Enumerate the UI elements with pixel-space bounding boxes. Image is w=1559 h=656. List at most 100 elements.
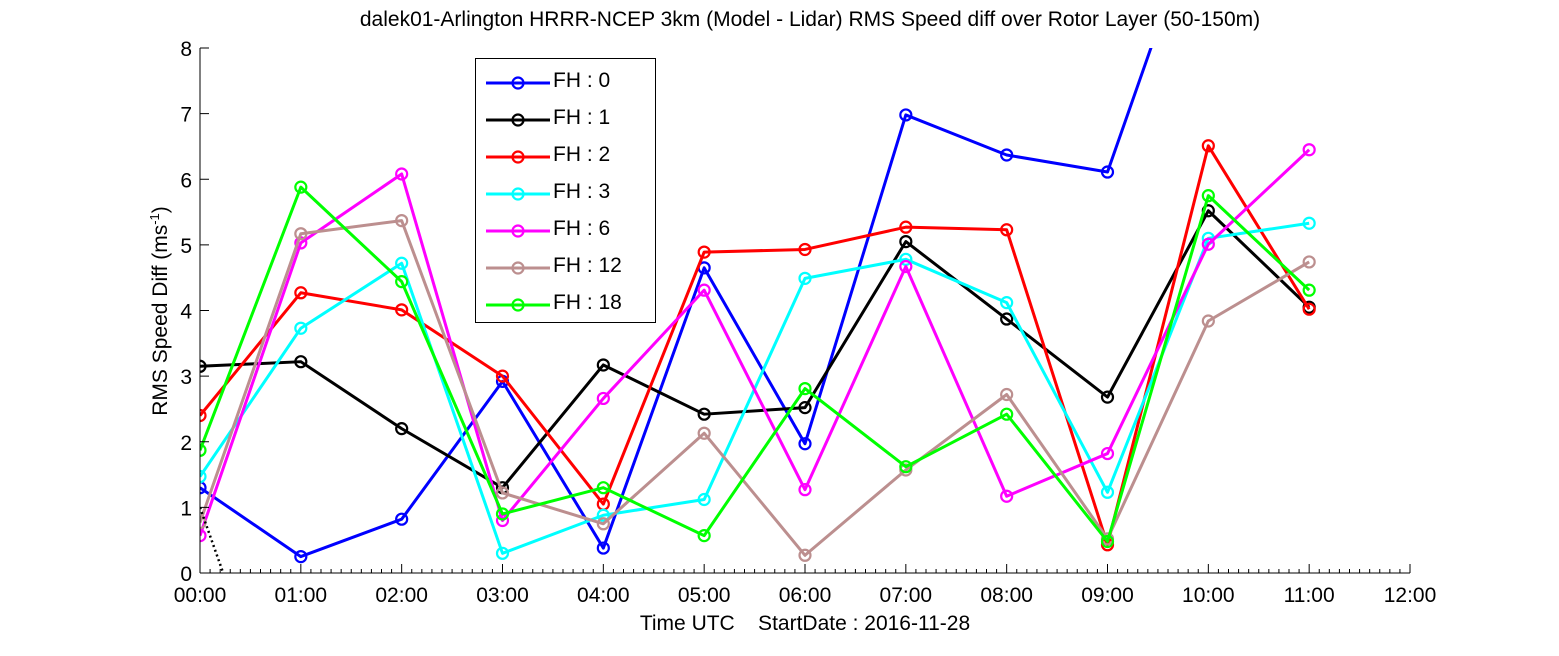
data-point bbox=[294, 227, 308, 241]
y-axis-label-superscript: -1 bbox=[147, 213, 162, 225]
y-tick-label: 2 bbox=[180, 432, 192, 455]
data-point bbox=[596, 517, 610, 531]
series-fh-2 bbox=[200, 139, 1316, 552]
data-point bbox=[596, 391, 610, 406]
series-layer bbox=[200, 48, 1316, 573]
data-point bbox=[1100, 485, 1115, 499]
x-tick-label: 06:00 bbox=[779, 584, 832, 607]
x-tick-label: 11:00 bbox=[1284, 584, 1335, 607]
data-point bbox=[200, 359, 207, 373]
y-tick-label: 0 bbox=[180, 563, 192, 586]
data-point bbox=[200, 408, 207, 423]
data-point bbox=[495, 507, 510, 521]
data-point bbox=[1100, 534, 1115, 549]
data-point bbox=[1000, 296, 1014, 310]
data-point bbox=[294, 549, 308, 564]
axes-layer: 00:00 01:00 02:00 03:00 04:00 05:00 06:00 07:00… bbox=[174, 38, 1437, 607]
x-tick-label: 03:00 bbox=[476, 584, 529, 607]
data-point bbox=[395, 422, 409, 436]
series-line bbox=[200, 185, 1311, 543]
x-tick-label: 09:00 bbox=[1081, 584, 1134, 607]
legend-label: FH : 2 bbox=[553, 143, 611, 166]
legend: FH : 0 FH : 1 FH : 2 FH : 3 FH : 6 FH : 12 FH … bbox=[475, 58, 656, 323]
legend-item: FH : 12 bbox=[476, 252, 655, 282]
legend-item: FH : 6 bbox=[476, 215, 655, 245]
legend-swatch bbox=[486, 76, 550, 90]
data-point bbox=[1000, 387, 1014, 402]
legend-label: FH : 3 bbox=[553, 180, 611, 203]
x-tick-label: 08:00 bbox=[980, 584, 1033, 607]
x-axis-label: Time UTC StartDate : 2016-11-28 bbox=[639, 612, 971, 635]
series-line bbox=[200, 48, 1153, 559]
x-tick-label: 04:00 bbox=[577, 584, 630, 607]
x-tick-label: 07:00 bbox=[880, 584, 933, 607]
data-point bbox=[1302, 216, 1316, 230]
data-point bbox=[697, 245, 711, 259]
data-point bbox=[899, 259, 913, 274]
data-point bbox=[1302, 283, 1316, 297]
data-point bbox=[596, 541, 610, 555]
x-tick-label: 05:00 bbox=[678, 584, 731, 607]
data-point bbox=[1302, 255, 1316, 269]
data-point bbox=[697, 426, 711, 440]
y-tick-label: 6 bbox=[180, 169, 192, 192]
data-point bbox=[697, 528, 711, 543]
x-tick-label: 01:00 bbox=[275, 584, 328, 607]
data-point bbox=[200, 481, 207, 495]
legend-label: FH : 12 bbox=[553, 254, 622, 277]
data-point bbox=[1201, 237, 1215, 251]
y-axis-label: RMS Speed Diff (ms-1) bbox=[147, 206, 173, 416]
data-point bbox=[798, 437, 812, 451]
data-point bbox=[798, 548, 812, 562]
data-point bbox=[395, 256, 409, 270]
data-point bbox=[495, 369, 510, 383]
chart-title: dalek01-Arlington HRRR-NCEP 3km (Model -… bbox=[359, 8, 1261, 31]
series-line bbox=[200, 219, 1310, 557]
data-point bbox=[1302, 302, 1316, 316]
y-tick-label: 4 bbox=[180, 301, 192, 324]
data-point bbox=[1000, 489, 1014, 503]
y-tick-label: 5 bbox=[180, 235, 192, 258]
legend-swatch bbox=[486, 224, 550, 238]
legend-label: FH : 6 bbox=[553, 217, 611, 240]
series-fh-18 bbox=[200, 180, 1316, 549]
legend-item: FH : 3 bbox=[476, 178, 655, 208]
data-point bbox=[200, 469, 207, 484]
data-point bbox=[899, 460, 913, 474]
legend-item: FH : 0 bbox=[476, 67, 655, 97]
data-point bbox=[1201, 189, 1215, 203]
data-point bbox=[798, 242, 812, 257]
x-tick-label: 10:00 bbox=[1182, 584, 1235, 607]
legend-swatch bbox=[486, 187, 550, 201]
legend-swatch bbox=[486, 150, 550, 164]
data-point bbox=[596, 481, 610, 495]
data-point bbox=[1201, 314, 1215, 328]
legend-item: FH : 1 bbox=[476, 104, 655, 134]
data-point bbox=[395, 303, 409, 317]
data-point bbox=[1000, 312, 1014, 326]
data-point bbox=[697, 283, 711, 297]
series-fh-0 bbox=[200, 48, 1153, 564]
data-point bbox=[697, 492, 711, 507]
data-point bbox=[1000, 407, 1014, 421]
y-tick-label: 1 bbox=[180, 497, 192, 520]
data-point bbox=[294, 286, 308, 300]
data-point bbox=[899, 220, 913, 234]
series-line bbox=[200, 144, 1311, 547]
data-point bbox=[798, 271, 812, 285]
data-point bbox=[395, 167, 409, 181]
data-point bbox=[798, 381, 812, 396]
data-point bbox=[798, 483, 812, 497]
data-point bbox=[899, 252, 913, 266]
data-point bbox=[1100, 446, 1115, 461]
data-point bbox=[495, 546, 510, 560]
series-dotted-line bbox=[200, 506, 225, 573]
data-point bbox=[395, 512, 409, 526]
data-point bbox=[899, 108, 913, 122]
y-axis-label-main: RMS Speed Diff (ms bbox=[149, 224, 172, 416]
series-fh-6 bbox=[200, 143, 1316, 543]
series-line bbox=[200, 506, 225, 573]
legend-label: FH : 18 bbox=[553, 291, 622, 314]
x-tick-label: 02:00 bbox=[375, 584, 428, 607]
